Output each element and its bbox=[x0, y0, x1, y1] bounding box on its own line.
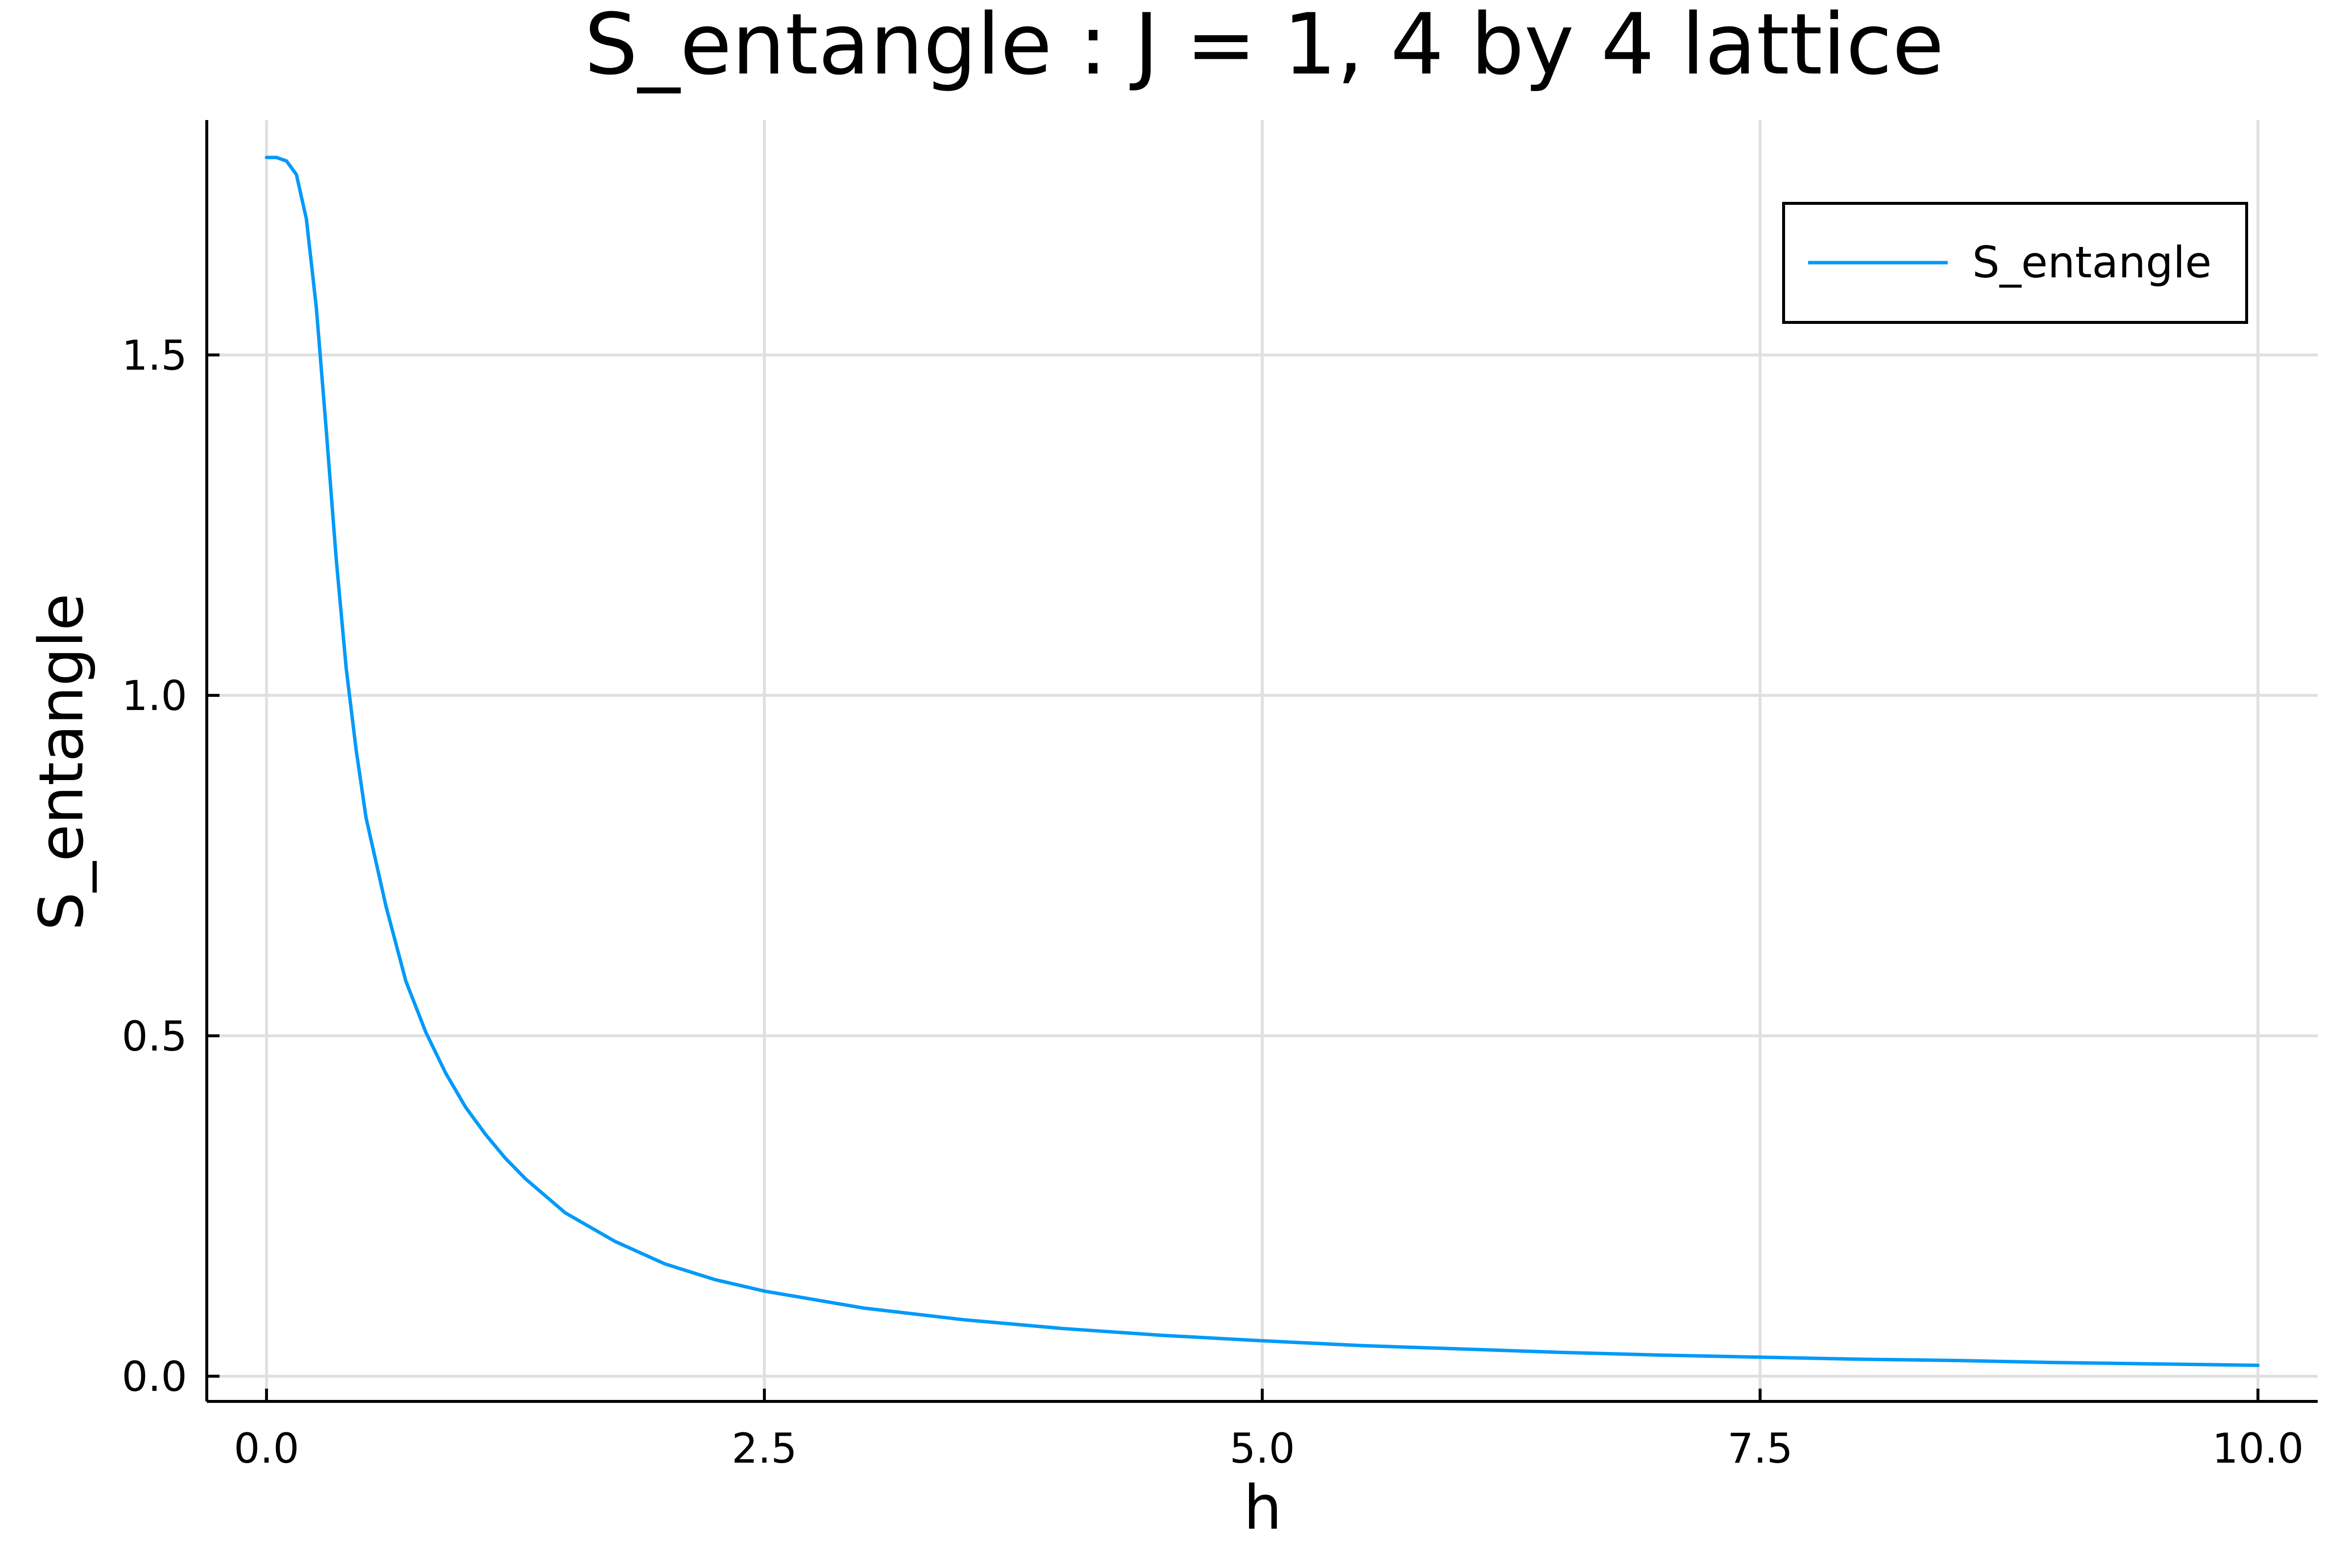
axis-ticks: 0.0 2.5 5.0 7.5 10.0 0.0 0.5 1.0 1.5 bbox=[122, 331, 2303, 1472]
x-tick-label: 2.5 bbox=[732, 1424, 797, 1472]
series-line-s-entangle bbox=[265, 155, 2260, 1367]
x-tick-label: 0.0 bbox=[234, 1424, 299, 1472]
x-tick-label: 7.5 bbox=[1727, 1424, 1793, 1472]
y-tick-label: 0.5 bbox=[122, 1012, 187, 1060]
grid-lines bbox=[207, 120, 2318, 1401]
y-axis-label: S_entangle bbox=[26, 593, 97, 931]
x-tick-label: 5.0 bbox=[1229, 1424, 1295, 1472]
x-axis-label: h bbox=[1244, 1473, 1282, 1544]
series-layer bbox=[265, 155, 2260, 1367]
x-tick-label: 10.0 bbox=[2212, 1424, 2304, 1472]
legend: S_entangle bbox=[1782, 202, 2248, 324]
legend-label: S_entangle bbox=[1972, 237, 2211, 288]
y-tick-label: 1.5 bbox=[122, 331, 187, 379]
y-tick-label: 1.0 bbox=[122, 672, 187, 720]
y-tick-label: 0.0 bbox=[122, 1353, 187, 1401]
chart-title: S_entangle : J = 1, 4 by 4 lattice bbox=[584, 0, 1944, 94]
